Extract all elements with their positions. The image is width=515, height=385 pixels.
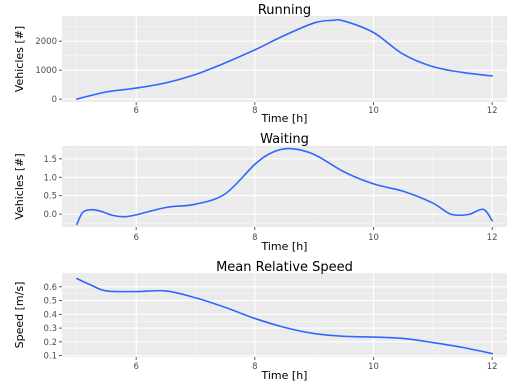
data-point [82, 211, 84, 213]
chart-panel-2: 6 8 10 12 0.0 0.5 1.0 1.5 Waiting Time [h] Vehicle… [13, 132, 507, 253]
data-point [271, 151, 273, 153]
y-tick-label: 0.5 [43, 297, 57, 307]
data-point [194, 203, 196, 205]
x-tick-label: 10 [368, 106, 379, 116]
data-point [461, 71, 463, 73]
y-tick-label: 0.5 [43, 192, 57, 202]
x-axis-label: Time [h] [261, 369, 308, 382]
data-point [343, 171, 345, 173]
data-point [432, 341, 434, 343]
data-point [343, 335, 345, 337]
y-tick-label: 0.3 [43, 324, 57, 334]
data-point [432, 65, 434, 67]
data-point [194, 73, 196, 75]
data-point [194, 297, 196, 299]
data-point [491, 220, 493, 222]
x-tick-label: 10 [368, 362, 379, 372]
data-point [482, 208, 484, 210]
data-point [461, 346, 463, 348]
data-point [331, 19, 333, 21]
data-point [111, 214, 113, 216]
data-point [254, 317, 256, 319]
data-point [135, 290, 137, 292]
series-line [76, 18, 493, 100]
y-tick-label: 0.2 [43, 338, 57, 348]
chart-title: Waiting [260, 132, 309, 147]
y-tick-label: 1000 [35, 66, 57, 76]
data-point [90, 209, 92, 211]
data-point [224, 193, 226, 195]
chart-panel-1: 6 8 10 12 0 1000 2000 Running Time [h] Vehicles [… [13, 3, 507, 125]
data-point [467, 213, 469, 215]
data-point [402, 190, 404, 192]
y-axis-label: Vehicles [#] [13, 153, 26, 219]
x-tick-label: 12 [487, 106, 498, 116]
chart-title: Mean Relative Speed [216, 260, 353, 275]
x-tick-label: 10 [368, 233, 379, 243]
data-point [76, 277, 78, 279]
data-point [224, 306, 226, 308]
series-line [76, 147, 493, 226]
data-point [76, 98, 78, 100]
data-point [313, 22, 315, 24]
data-point [224, 62, 226, 64]
x-tick-label: 6 [133, 362, 138, 372]
x-axis-label: Time [h] [261, 112, 308, 125]
y-tick-label: 0.1 [43, 352, 57, 362]
x-tick-label: 8 [252, 106, 257, 116]
x-tick-label: 12 [487, 362, 498, 372]
data-point [105, 290, 107, 292]
data-point [76, 223, 78, 225]
data-point [372, 31, 374, 33]
x-axis-label: Time [h] [261, 240, 308, 253]
data-point [254, 49, 256, 51]
y-tick-label: 2000 [35, 37, 57, 47]
data-point [283, 34, 285, 36]
data-point [313, 332, 315, 334]
y-tick-label: 1.0 [43, 173, 57, 183]
chart-title: Running [258, 3, 311, 18]
series-line [76, 277, 493, 355]
data-point [402, 53, 404, 55]
data-point [254, 163, 256, 165]
x-tick-label: 6 [133, 233, 138, 243]
x-tick-label: 12 [487, 233, 498, 243]
data-point [99, 210, 101, 212]
data-point [165, 82, 167, 84]
data-point [165, 290, 167, 292]
x-tick-label: 6 [133, 106, 138, 116]
data-point [135, 87, 137, 89]
y-axis-label: Vehicles [#] [13, 26, 26, 92]
data-point [372, 336, 374, 338]
y-axis-label: Speed [m/s] [13, 282, 26, 349]
y-tick-label: 0.4 [43, 310, 57, 320]
data-point [449, 213, 451, 215]
y-tick-label: 0.6 [43, 283, 57, 293]
data-point [343, 20, 345, 22]
data-point [165, 206, 167, 208]
y-tick-label: 0.0 [43, 210, 57, 220]
data-point [105, 91, 107, 93]
y-tick-label: 0 [52, 95, 57, 105]
data-point [372, 183, 374, 185]
data-point [432, 202, 434, 204]
data-point [491, 352, 493, 354]
data-point [90, 284, 92, 286]
x-tick-label: 8 [252, 233, 257, 243]
data-point [402, 337, 404, 339]
chart-panel-3: 6 8 10 12 0.1 0.2 0.3 0.4 0.5 0.6 Mean Relative Sp… [13, 260, 507, 382]
data-point [283, 326, 285, 328]
data-point [313, 153, 315, 155]
data-point [123, 215, 125, 217]
data-point [491, 75, 493, 77]
data-point [289, 147, 291, 149]
data-point [135, 214, 137, 216]
x-tick-label: 8 [252, 362, 257, 372]
y-tick-label: 1.5 [43, 155, 57, 165]
